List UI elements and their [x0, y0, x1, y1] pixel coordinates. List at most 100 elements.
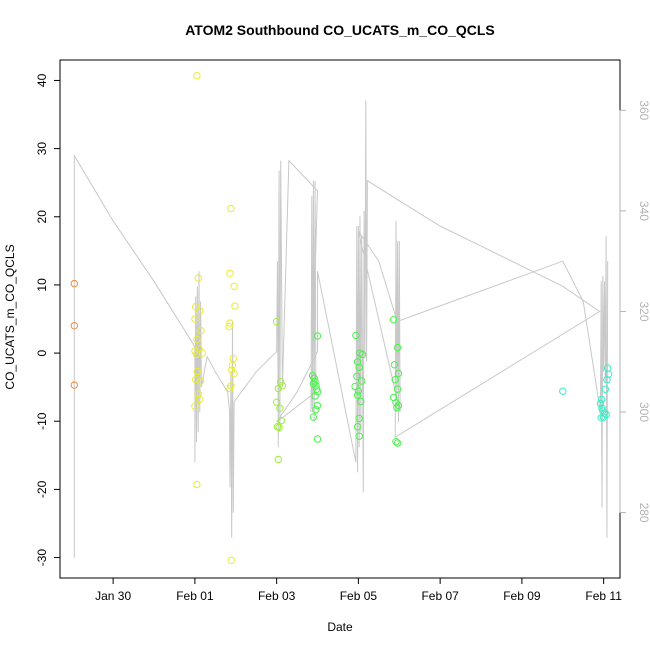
data-point-g3-17 — [355, 363, 363, 372]
data-point-g4-1 — [597, 395, 606, 404]
data-point-g3-32 — [393, 385, 402, 393]
data-point-g3-22 — [353, 391, 362, 399]
data-point-g1-19 — [226, 269, 234, 277]
data-point-g3-12 — [313, 435, 322, 443]
y-right-tick-label-4: 360 — [637, 100, 650, 120]
data-point-g1-8 — [191, 347, 199, 355]
data-point-g3-36 — [393, 403, 401, 412]
data-point-g3-23 — [357, 397, 365, 406]
x-axis: Jan 30 Feb 01 Feb 03 Feb 05 Feb 07 Feb 09 Feb … — [95, 577, 622, 603]
data-point-g3-13 — [352, 331, 360, 340]
x-axis-label: Date — [327, 620, 353, 634]
data-point-g2-0 — [272, 318, 281, 326]
data-point-g1-5 — [197, 326, 205, 335]
x-tick-label-3: Feb 05 — [340, 589, 378, 603]
y-left-tick-label-2: -10 — [35, 412, 49, 430]
y-right-tick-label-0: 280 — [637, 503, 650, 523]
data-point-g4-9 — [603, 376, 611, 384]
data-point-g3-25 — [353, 423, 362, 431]
data-point-g1-11 — [193, 367, 202, 376]
y-left-tick-label-3: 0 — [35, 349, 49, 356]
x-tick-label-4: Feb 07 — [421, 589, 459, 603]
series-line — [73, 100, 609, 558]
data-point-g3-6 — [313, 388, 322, 396]
data-point-g3-3 — [309, 380, 318, 388]
y-right-tick-label-1: 300 — [637, 402, 650, 422]
y-axis-label: CO_UCATS_m_CO_QCLS — [3, 244, 17, 389]
data-point-g2-3 — [278, 382, 287, 390]
y-left-tick-label-1: -20 — [35, 480, 49, 498]
data-point-g3-21 — [354, 387, 363, 395]
data-point-g1-21 — [231, 302, 239, 310]
data-point-g1-4 — [191, 315, 199, 323]
data-point-g1-23 — [225, 322, 233, 331]
data-point-g3-9 — [312, 405, 320, 414]
chart-title: ATOM2 Southbound CO_UCATS_m_CO_QCLS — [185, 22, 495, 38]
data-point-g3-11 — [313, 332, 322, 340]
data-point-g1-16 — [191, 402, 199, 410]
y-axis-right: 280 300 320 340 360 — [619, 100, 650, 523]
data-point-g0-1 — [70, 322, 79, 330]
data-point-g4-10 — [601, 385, 609, 393]
y-left-tick-label-0: -30 — [35, 549, 49, 567]
data-point-g3-26 — [355, 432, 363, 440]
data-point-g3-2 — [311, 378, 319, 386]
y-left-tick-label-7: 40 — [35, 73, 49, 87]
data-point-g3-16 — [353, 358, 362, 366]
data-point-g1-1 — [194, 274, 202, 282]
data-point-g3-31 — [391, 376, 399, 384]
plot-frame — [59, 59, 621, 579]
data-point-g1-27 — [230, 369, 238, 378]
y-axis-left: -30 -20 -10 0 10 20 30 40 — [35, 73, 61, 567]
data-point-g3-18 — [353, 372, 361, 380]
data-point-g2-9 — [274, 455, 282, 464]
data-point-g0-2 — [70, 381, 79, 389]
data-point-g1-0 — [193, 72, 201, 80]
data-point-g2-4 — [272, 398, 281, 406]
data-point-g0-0 — [70, 279, 79, 288]
data-point-g1-15 — [196, 395, 204, 404]
points-layer — [70, 72, 613, 564]
data-point-g4-12 — [597, 414, 605, 422]
data-point-g1-12 — [192, 376, 200, 384]
data-point-g1-13 — [196, 377, 205, 385]
data-point-g1-18 — [227, 204, 235, 213]
data-point-g3-19 — [358, 377, 366, 385]
data-point-g1-10 — [192, 350, 201, 359]
data-point-g3-30 — [394, 369, 403, 378]
x-tick-label-6: Feb 11 — [585, 589, 622, 603]
data-point-g1-25 — [228, 361, 237, 369]
data-point-g1-29 — [226, 384, 234, 393]
data-point-g1-6 — [193, 335, 201, 344]
data-point-g3-27 — [389, 316, 398, 324]
y-right-tick-label-3: 340 — [637, 201, 650, 221]
data-point-g3-8 — [313, 401, 322, 410]
y-left-tick-label-6: 30 — [35, 142, 49, 156]
data-point-g2-5 — [276, 404, 284, 412]
data-point-g3-29 — [390, 361, 399, 369]
data-point-g3-38 — [393, 439, 402, 447]
data-point-g3-10 — [309, 413, 318, 421]
data-point-g4-0 — [559, 387, 567, 395]
data-point-g1-3 — [196, 307, 204, 315]
data-point-g3-7 — [311, 392, 319, 400]
y-left-tick-label-4: 10 — [35, 278, 49, 292]
data-point-g3-35 — [394, 401, 403, 410]
y-left-tick-label-5: 20 — [35, 210, 49, 224]
x-tick-label-2: Feb 03 — [258, 589, 296, 603]
data-point-g2-8 — [275, 423, 283, 432]
data-point-g2-6 — [277, 416, 286, 425]
data-point-g3-37 — [392, 438, 400, 446]
data-point-g1-17 — [193, 480, 201, 489]
data-point-g1-14 — [194, 390, 202, 398]
data-point-g1-24 — [229, 354, 238, 363]
data-point-g3-1 — [310, 374, 318, 382]
data-point-g1-20 — [230, 282, 238, 290]
x-tick-label-5: Feb 09 — [503, 589, 541, 603]
y-right-tick-label-2: 320 — [637, 301, 650, 321]
data-point-g1-22 — [226, 319, 234, 327]
line-layer — [73, 100, 609, 558]
data-point-g4-2 — [596, 399, 605, 408]
x-tick-label-1: Feb 01 — [176, 589, 214, 603]
